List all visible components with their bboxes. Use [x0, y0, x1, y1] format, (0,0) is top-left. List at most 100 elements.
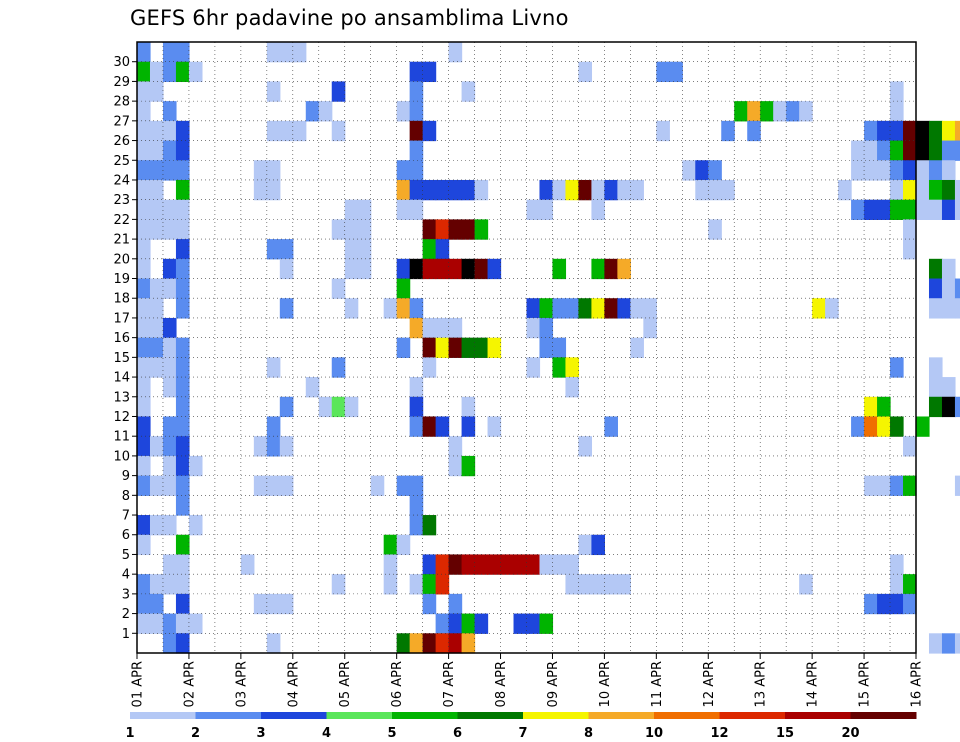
heatmap-cell [175, 574, 190, 595]
heatmap-cell [175, 42, 190, 63]
heatmap-cell [409, 298, 424, 319]
heatmap-cell [409, 515, 424, 536]
heatmap-cell [422, 61, 437, 83]
heatmap-cell [890, 160, 904, 181]
heatmap-cell [474, 219, 489, 240]
y-tick-label: 18 [113, 292, 130, 307]
heatmap-cell [162, 140, 177, 161]
heatmap-cell [396, 160, 411, 181]
heatmap-cell [877, 396, 891, 418]
heatmap-cell [175, 179, 190, 201]
heatmap-cell [435, 179, 450, 201]
heatmap-cell [149, 475, 164, 496]
heatmap-cell [149, 140, 164, 161]
heatmap-cell [708, 219, 722, 240]
heatmap-cell [435, 258, 450, 280]
heatmap-cell [773, 101, 787, 122]
heatmap-cell [617, 258, 631, 280]
heatmap-cell [526, 613, 541, 634]
heatmap-cell [188, 455, 203, 477]
y-tick-label: 30 [113, 55, 130, 70]
x-tick-label: 13 APR [754, 661, 769, 707]
heatmap-cell [266, 120, 281, 142]
legend-level-label: 8 [584, 726, 593, 741]
heatmap-cell [266, 179, 281, 201]
heatmap-cell [137, 258, 151, 280]
heatmap-cell [474, 613, 489, 634]
heatmap-cell [760, 101, 774, 122]
heatmap-cell [149, 317, 164, 339]
heatmap-cell [526, 298, 541, 319]
heatmap-cell [941, 396, 956, 418]
heatmap-cell [409, 396, 424, 418]
heatmap-cell [422, 258, 437, 280]
heatmap-cell [578, 179, 593, 201]
heatmap-cell [357, 219, 372, 240]
heatmap-cell [461, 219, 476, 240]
heatmap-cell [175, 495, 190, 516]
heatmap-cell [435, 633, 450, 654]
heatmap-cell [422, 554, 437, 575]
heatmap-cell [747, 120, 761, 142]
heatmap-cell [137, 239, 151, 260]
heatmap-cell [137, 455, 151, 477]
heatmap-cell [448, 593, 463, 615]
y-tick-label: 28 [113, 95, 130, 110]
heatmap-cell [137, 416, 151, 437]
heatmap-cell [409, 317, 424, 339]
heatmap-cell [266, 436, 281, 457]
heatmap-cell [137, 574, 151, 595]
heatmap-cell [799, 101, 813, 122]
heatmap-cell [890, 199, 904, 220]
x-tick-label: 09 APR [546, 661, 561, 707]
heatmap-cell [266, 239, 281, 260]
x-tick-label: 05 APR [338, 661, 353, 707]
heatmap-cell [877, 475, 891, 496]
heatmap-cell [396, 337, 411, 358]
heatmap-cell [137, 140, 151, 161]
heatmap-cell [708, 179, 722, 201]
heatmap-cell [916, 140, 930, 161]
heatmap-cell [890, 475, 904, 496]
heatmap-cell [279, 396, 294, 418]
heatmap-cell [137, 593, 151, 615]
heatmap-cell [630, 179, 644, 201]
heatmap-cell [137, 160, 151, 181]
legend-level-label: 4 [322, 726, 331, 741]
heatmap-cell [954, 475, 960, 496]
heatmap-cell [435, 613, 450, 634]
heatmap-cell [279, 42, 294, 63]
heatmap-cell [461, 613, 476, 634]
heatmap-cell [539, 179, 554, 201]
heatmap-cell [409, 633, 424, 654]
heatmap-cell [928, 160, 943, 181]
heatmap-cell [941, 258, 956, 280]
heatmap-cell [396, 101, 411, 122]
heatmap-cell [954, 298, 960, 319]
heatmap-cell [409, 101, 424, 122]
heatmap-cell [916, 160, 930, 181]
heatmap-cell [162, 475, 177, 496]
heatmap-cell [954, 199, 960, 220]
heatmap-cell [890, 593, 904, 615]
heatmap-cell [448, 436, 463, 457]
y-tick-label: 17 [113, 311, 130, 326]
heatmap-cell [279, 436, 294, 457]
heatmap-cell [890, 120, 904, 142]
heatmap-cell [383, 534, 398, 556]
legend-level-label: 1 [125, 726, 134, 741]
heatmap-cell [137, 475, 151, 496]
heatmap-cell [137, 61, 151, 83]
heatmap-cell [137, 337, 151, 358]
heatmap-cell [383, 574, 398, 595]
heatmap-cell [435, 554, 450, 575]
heatmap-cell [928, 179, 943, 201]
legend-swatch [719, 712, 786, 719]
heatmap-cell [137, 101, 151, 122]
heatmap-cell [474, 258, 489, 280]
x-tick-label: 16 APR [910, 661, 925, 707]
y-axis: 1234567891011121314151617181920212223242… [113, 55, 137, 642]
x-tick-label: 10 APR [598, 661, 613, 707]
heatmap-cell [941, 140, 956, 161]
heatmap-cell [137, 317, 151, 339]
